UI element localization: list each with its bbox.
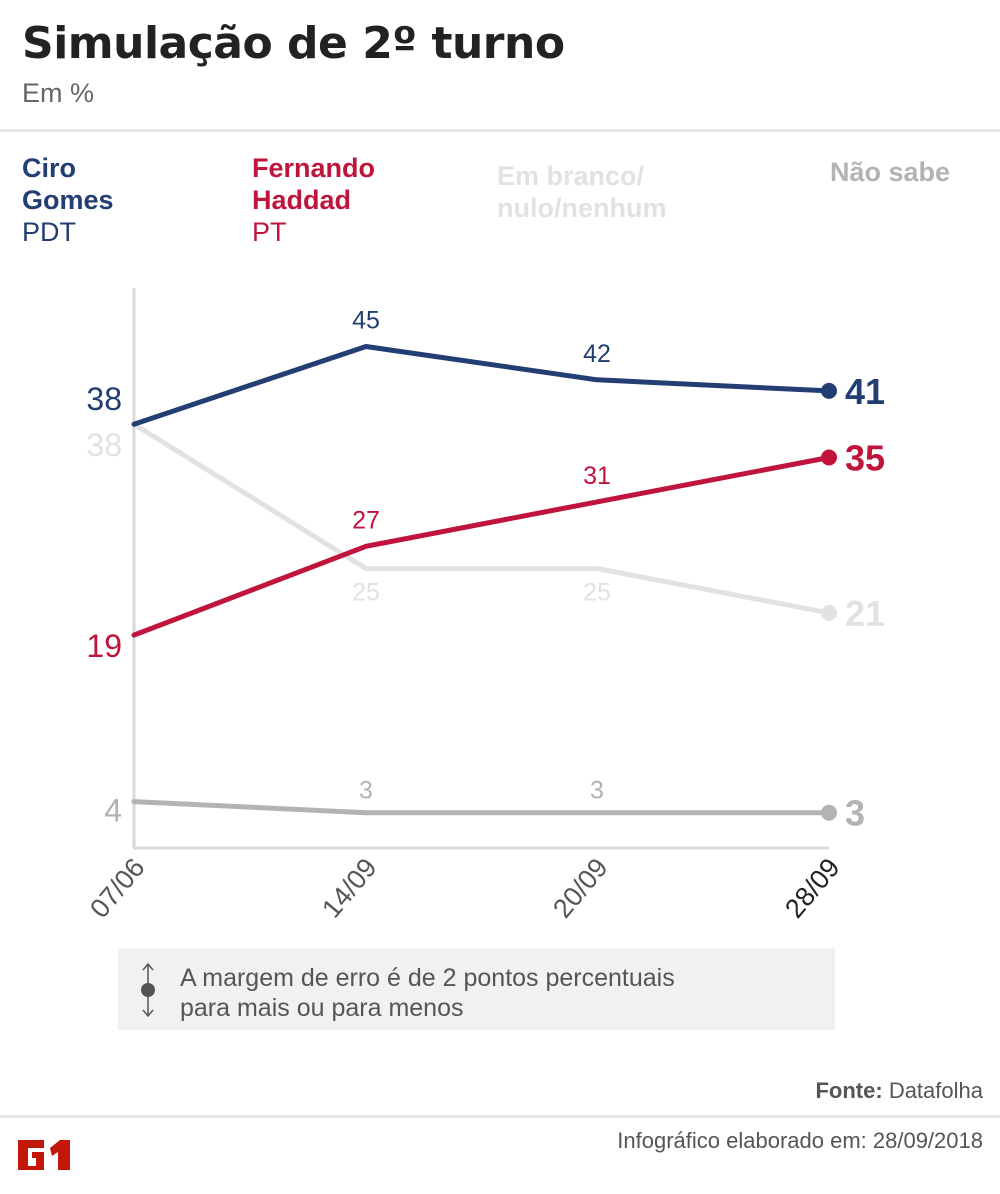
error-margin-icon [141, 962, 155, 1018]
footer-divider [0, 1115, 1000, 1118]
legend-name: nulo/nenhum [497, 193, 667, 223]
legend-name: Gomes [22, 185, 114, 215]
data-label-branco-nulo: 25 [583, 579, 611, 607]
chart-x-ticks: 07/06 14/09 20/09 28/09 [84, 853, 845, 924]
data-label-branco-nulo: 25 [352, 579, 380, 607]
data-label-ciro-gomes: 38 [86, 381, 122, 417]
data-label-branco-nulo: 21 [845, 593, 885, 634]
series-end-marker-ciro-gomes [821, 382, 837, 399]
page-title: Simulação de 2º turno [22, 18, 565, 69]
source-label: Fonte: [815, 1078, 883, 1103]
line-chart: 38 25 25 21 4 3 3 3 38 45 42 41 19 27 31 35 07/06 14/09 2… [84, 288, 885, 924]
note-line-1: A margem de erro é de 2 pontos percentua… [180, 964, 675, 992]
series-line-fernando-haddad [131, 455, 832, 638]
x-tick-label: 28/09 [779, 853, 845, 924]
chart-data-labels: 38 25 25 21 4 3 3 3 38 45 42 41 19 27 31 35 [86, 307, 885, 834]
data-label-nao-sabe: 3 [845, 793, 865, 834]
x-tick-label: 20/09 [547, 853, 613, 924]
g1-logo-icon [18, 1140, 70, 1170]
legend-party: PDT [22, 217, 76, 247]
data-label-nao-sabe: 3 [590, 777, 604, 805]
legend-name: Ciro [22, 153, 76, 183]
legend-name: Em branco/ [497, 161, 645, 191]
series-line-branco-nulo [131, 421, 832, 616]
series-line-ciro-gomes [131, 344, 832, 427]
data-label-fernando-haddad: 19 [86, 628, 122, 664]
legend-item-haddad: Fernando Haddad PT [252, 152, 375, 248]
series-end-marker-branco-nulo [821, 604, 837, 621]
data-label-branco-nulo: 38 [86, 427, 122, 463]
data-label-ciro-gomes: 45 [352, 307, 380, 335]
series-end-marker-nao-sabe [821, 804, 837, 821]
legend-party: PT [252, 217, 287, 247]
legend-name: Fernando [252, 153, 376, 183]
data-label-nao-sabe: 3 [359, 777, 373, 805]
x-tick-label: 07/06 [84, 853, 150, 924]
data-label-fernando-haddad: 31 [583, 462, 611, 490]
x-tick-label: 14/09 [316, 853, 382, 924]
data-label-ciro-gomes: 41 [845, 371, 885, 412]
legend-item-branco-nulo: Em branco/ nulo/nenhum [497, 160, 666, 224]
series-end-marker-fernando-haddad [821, 449, 837, 466]
chart-series [131, 344, 837, 821]
note-line-2: para mais ou para menos [180, 994, 464, 1022]
data-label-nao-sabe: 4 [104, 793, 122, 829]
data-label-fernando-haddad: 35 [845, 438, 885, 479]
legend-name: Haddad [252, 185, 352, 215]
infographic-date: Infográfico elaborado em: 28/09/2018 [617, 1128, 983, 1153]
chart-axes [132, 288, 829, 850]
data-label-fernando-haddad: 27 [352, 506, 380, 534]
legend-item-ciro: Ciro Gomes PDT [22, 152, 114, 248]
page-subtitle: Em % [22, 78, 95, 108]
margin-of-error-note: A margem de erro é de 2 pontos percentua… [118, 948, 835, 1030]
series-line-nao-sabe [131, 799, 832, 816]
data-label-ciro-gomes: 42 [583, 340, 611, 368]
legend-name: Não sabe [830, 157, 951, 187]
legend-item-nao-sabe: Não sabe [830, 156, 950, 188]
header-divider [0, 129, 1000, 132]
source-credit: Fonte: Datafolha [815, 1078, 983, 1104]
source-value: Datafolha [888, 1078, 983, 1103]
